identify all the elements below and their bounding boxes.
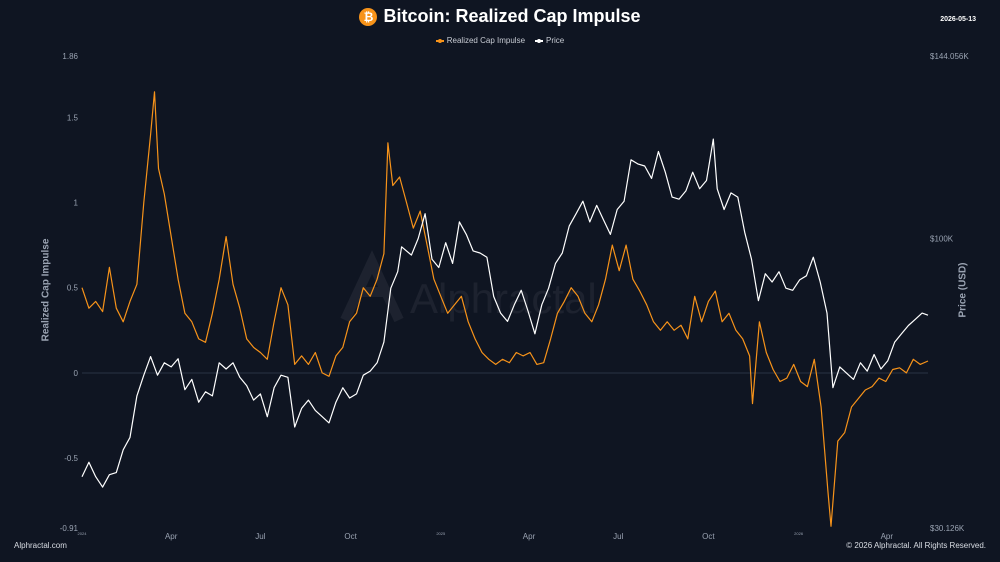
y-axis-left: 1.86 1.5 1 0.5 0 -0.5 -0.91 (60, 52, 79, 533)
report-date: 2026-05-13 (940, 16, 976, 23)
title-row: ₿ Bitcoin: Realized Cap Impulse (0, 6, 1000, 27)
x-tick-label: Apr (881, 532, 894, 541)
footer-copyright: © 2026 Alphractal. All Rights Reserved. (846, 541, 986, 550)
x-tick-label: Oct (702, 532, 715, 541)
x-axis: 2024 Apr Jul Oct 2025 Apr Jul Oct 2026 Apr (78, 531, 894, 541)
y-right-tick-label: $100K (930, 235, 954, 244)
legend: Realized Cap Impulse Price (0, 36, 1000, 45)
y-left-tick-label: 0.5 (67, 284, 79, 293)
x-tick-label: Apr (165, 532, 178, 541)
legend-item-price[interactable]: Price (535, 36, 564, 45)
y-left-tick-label: -0.5 (64, 454, 78, 463)
y-left-tick-label: 0 (74, 369, 79, 378)
series-line-realized-cap-impulse (81, 91, 929, 527)
chart-title: Bitcoin: Realized Cap Impulse (383, 6, 641, 26)
x-tick-label: Apr (523, 532, 536, 541)
legend-item-realized-cap-impulse[interactable]: Realized Cap Impulse (435, 36, 526, 45)
legend-swatch-white (535, 38, 544, 43)
legend-label: Realized Cap Impulse (446, 36, 526, 45)
series-line-price (81, 138, 929, 488)
x-tick-label: Jul (255, 532, 265, 541)
x-tick-label: 2026 (794, 531, 804, 536)
y-left-tick-label: 1.86 (62, 52, 78, 61)
y-right-tick-label: $30.126K (930, 524, 965, 533)
y-axis-right: $144.056K $100K $30.126K (930, 52, 969, 533)
watermark: Alphractal (340, 250, 597, 323)
y-axis-left-label: Realized Cap Impulse (40, 238, 52, 342)
watermark-text: Alphractal (410, 275, 597, 322)
footer-site-link[interactable]: Alphractal.com (14, 541, 67, 550)
legend-swatch-orange (435, 38, 444, 43)
y-left-tick-label: -0.91 (60, 524, 79, 533)
y-axis-right-label: Price (USD) (957, 262, 969, 318)
y-left-tick-label: 1.5 (67, 113, 79, 122)
legend-label: Price (546, 36, 565, 45)
y-left-tick-label: 1 (74, 199, 79, 208)
y-right-tick-label: $144.056K (930, 52, 969, 61)
x-tick-label: 2025 (436, 531, 446, 536)
x-tick-label: Oct (344, 532, 357, 541)
x-tick-label: Jul (613, 532, 623, 541)
bitcoin-icon: ₿ (359, 7, 378, 26)
x-tick-label: 2024 (78, 531, 88, 536)
